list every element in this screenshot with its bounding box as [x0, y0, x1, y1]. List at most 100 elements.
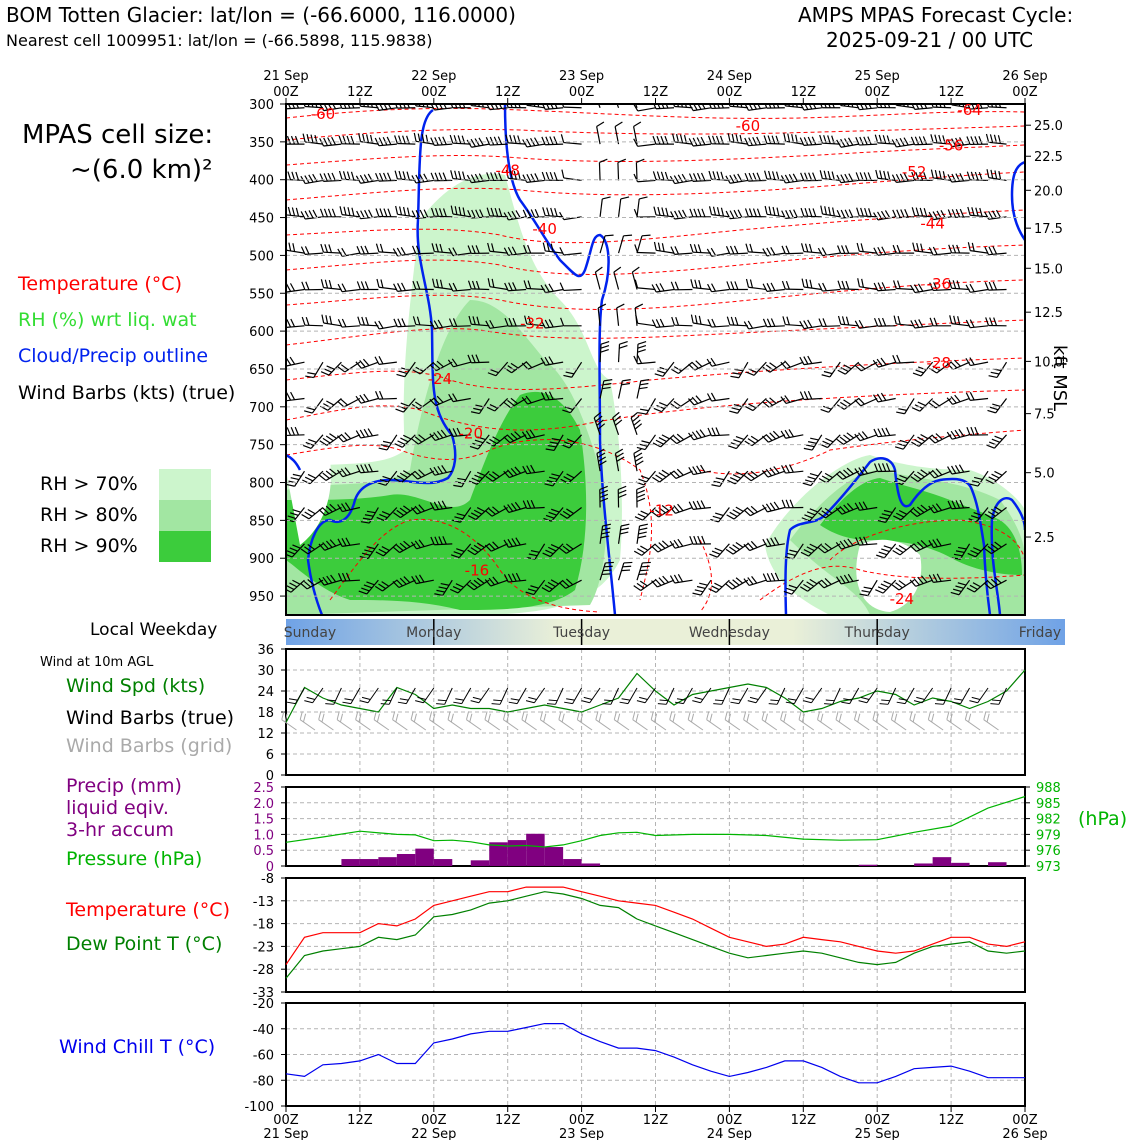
wind-barb-flag	[835, 507, 843, 515]
wind-barb-flag	[774, 572, 780, 581]
wind-barb	[727, 133, 748, 145]
wind-barb-staff	[457, 579, 472, 594]
wind-barb	[652, 171, 675, 182]
wind-barb-flag	[743, 509, 751, 517]
wind-barb	[855, 136, 878, 146]
wind-barb-flag	[616, 456, 625, 462]
wind-barb-staff	[823, 579, 841, 589]
wind-barb	[429, 319, 453, 330]
wind-barb-flag	[414, 540, 421, 549]
wind-barb-flag	[744, 208, 749, 217]
wind-barb-flag	[785, 280, 790, 290]
wind-barb	[872, 357, 896, 368]
wind-barb-flag	[266, 315, 268, 323]
wind-barb-flag	[847, 137, 854, 146]
wind-barb-flag	[898, 408, 907, 411]
wind-barb-staff	[867, 579, 878, 596]
wind-barb-flag	[711, 550, 721, 555]
wind-barb-flag	[465, 711, 470, 720]
wind-barb-flag	[973, 511, 982, 516]
wind-barb-staff	[792, 543, 804, 560]
wind-barb-flag	[423, 209, 429, 218]
wind-barb-flag	[633, 355, 639, 364]
wind-barb-flag	[895, 547, 904, 553]
wind-barb-flag	[955, 209, 961, 218]
wind-barb-staff	[378, 107, 397, 111]
wind-barb-flag	[765, 503, 772, 512]
wind-barb-staff	[415, 140, 434, 145]
wind-barb-staff	[921, 687, 934, 704]
wind-barb-flag	[712, 206, 717, 216]
wind-barb-staff	[526, 434, 545, 440]
wind-barb-flag	[935, 468, 943, 476]
wind-barb-flag	[679, 134, 684, 144]
wind-barb	[411, 245, 434, 255]
pressure-tick-label: 979	[1036, 828, 1061, 843]
wind-barb-staff	[877, 434, 896, 438]
wind-barb-flag	[947, 174, 953, 183]
wind-barb-flag	[737, 173, 743, 182]
wind-chill-line	[285, 1022, 1025, 1084]
wind-barb-flag	[343, 206, 347, 216]
wind-barb-flag	[437, 501, 443, 510]
wind-barb-flag	[952, 280, 957, 289]
wind-barb-flag	[301, 281, 306, 291]
precip-bar	[507, 840, 527, 866]
wind-barb-staff	[655, 107, 675, 110]
wind-barb-staff	[367, 543, 379, 559]
wind-barb	[710, 507, 730, 523]
wind-barb-flag	[619, 341, 628, 345]
wind-barb-flag	[528, 696, 537, 700]
wind-barb-staff	[844, 361, 860, 375]
wind-barb-flag	[898, 698, 908, 701]
wind-barb-staff	[614, 126, 620, 145]
wind-barb-flag	[546, 703, 556, 705]
wind-barb-flag	[379, 390, 384, 400]
wind-barb-flag	[302, 479, 311, 485]
wind-barb-flag	[991, 438, 1001, 443]
wind-barb-flag	[681, 173, 688, 182]
wind-barb-flag	[966, 426, 971, 436]
wind-barb-flag	[350, 135, 355, 145]
wind-barb-flag	[680, 104, 684, 108]
wind-barb-flag	[898, 509, 908, 515]
wind-barb-flag	[697, 208, 702, 218]
wind-barb-flag	[436, 703, 445, 705]
wind-barb-flag	[476, 542, 485, 548]
wind-barb	[560, 317, 582, 327]
wind-barb-flag	[419, 574, 425, 583]
wind-barb-flag	[784, 174, 790, 183]
wind-barb-staff	[471, 104, 490, 109]
wind-barb-flag	[413, 132, 417, 142]
wind-barb-flag	[655, 474, 664, 481]
wind-barb-flag	[636, 158, 645, 164]
wind-barb-staff	[785, 434, 804, 439]
wind-barb-flag	[892, 549, 901, 556]
wind-barb-flag	[564, 701, 573, 705]
wind-barb	[817, 542, 841, 554]
wind-barb-staff	[452, 325, 471, 328]
wind-barb-flag	[618, 489, 627, 495]
wind-barb-staff	[803, 397, 822, 401]
wind-barb-staff	[891, 719, 907, 731]
wind-barb-staff	[415, 105, 434, 109]
temperature-contour-label: -48	[495, 162, 520, 180]
wind-barb	[318, 711, 334, 731]
wind-barb	[617, 234, 633, 254]
wind-barb	[576, 711, 593, 731]
wind-barb-flag	[434, 104, 439, 110]
wind-barb-flag	[653, 241, 657, 251]
wind-barb-staff	[382, 579, 398, 592]
wind-barb-flag	[381, 581, 390, 587]
wind-barb-flag	[264, 467, 268, 474]
wind-barb-staff	[803, 325, 822, 330]
wind-barb-staff	[509, 434, 527, 444]
wind-barb-flag	[530, 499, 536, 509]
wind-barb-flag	[886, 135, 891, 144]
wind-barb-flag	[859, 136, 864, 146]
wind-barb	[504, 317, 527, 327]
wind-barb	[800, 543, 823, 557]
wind-barb-staff	[877, 177, 896, 182]
wind-barb-flag	[319, 208, 324, 218]
wind-barb-flag	[673, 175, 680, 184]
